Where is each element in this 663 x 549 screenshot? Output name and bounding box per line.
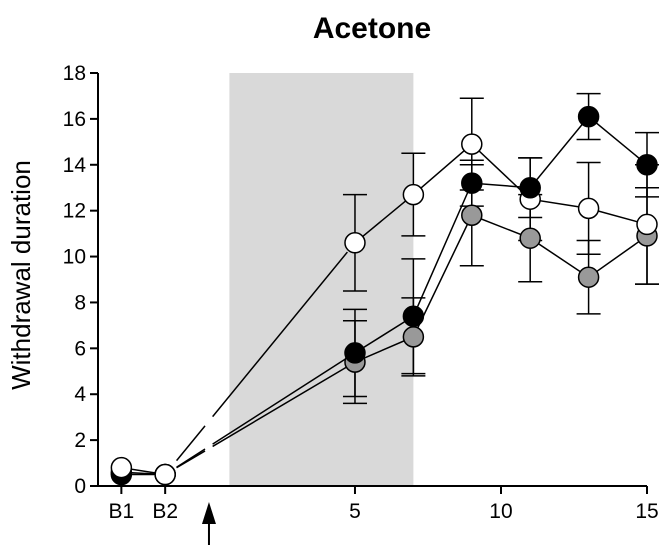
y-tick-label-1: 2 <box>74 429 86 452</box>
series-0-point-3 <box>519 176 541 199</box>
series-1-point-2 <box>461 204 483 227</box>
x-tick-label-4: 15 <box>635 500 658 523</box>
series-1-point-3 <box>519 227 541 249</box>
chart-title: Acetone <box>313 12 431 45</box>
y-tick-label-9: 18 <box>63 62 86 85</box>
series-2-connector-after-break <box>212 251 348 418</box>
series-0-connector-after-break <box>212 357 348 445</box>
data-points-layer <box>110 105 658 486</box>
series-0-line <box>354 115 648 354</box>
series-0-point-1 <box>402 305 425 327</box>
series-2-point-4 <box>577 197 600 220</box>
y-tick-label-3: 6 <box>74 337 86 360</box>
y-axis-label: Withdrawal duration <box>6 160 36 390</box>
series-1-point-4 <box>577 266 600 288</box>
series-1-connector-before-break <box>176 450 206 469</box>
y-tick-label-7: 14 <box>63 154 87 177</box>
shaded-region <box>229 73 414 486</box>
series-0-point-4 <box>577 105 600 128</box>
y-tick-label-2: 4 <box>74 383 86 406</box>
series-0-point-0 <box>344 342 366 364</box>
axes-layer: 0 2 4 6 8 10 12 14 16 18 B1 B2 5 10 15 <box>63 62 659 545</box>
series-2-point-1 <box>402 183 425 206</box>
x-tick-label-3: 10 <box>489 500 512 523</box>
series-1-connector-after-break <box>212 365 348 448</box>
shaded-region-layer <box>229 73 414 486</box>
y-tick-label-8: 16 <box>63 108 86 131</box>
series-2-connector-before-break <box>175 425 206 462</box>
series-2-point-0 <box>344 232 366 254</box>
series-2-point-5 <box>636 213 658 236</box>
series-1-point-1 <box>402 326 425 348</box>
x-tick-label-0: B1 <box>109 500 135 523</box>
series-2-baseline-point-0 <box>110 456 133 479</box>
series-0-point-5 <box>636 154 658 176</box>
series-2-point-2 <box>461 133 483 155</box>
x-tick-label-1: B2 <box>152 500 178 523</box>
y-tick-label-0: 0 <box>74 475 86 498</box>
x-tick-label-2: 5 <box>349 500 361 523</box>
treatment-arrow-head <box>201 502 216 524</box>
y-tick-label-6: 12 <box>63 200 86 223</box>
series-2-baseline-point-1 <box>154 463 176 486</box>
y-tick-label-4: 8 <box>74 291 86 314</box>
y-tick-label-5: 10 <box>63 246 86 269</box>
series-0-point-2 <box>461 172 483 194</box>
